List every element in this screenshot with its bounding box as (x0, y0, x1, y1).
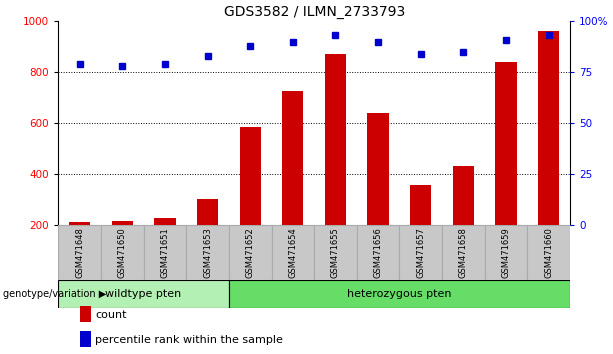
Text: GSM471654: GSM471654 (288, 227, 297, 278)
Bar (58, 225, 101, 280)
Text: GSM471650: GSM471650 (118, 227, 127, 278)
Text: heterozygous pten: heterozygous pten (347, 289, 452, 299)
Bar (272, 225, 314, 280)
Bar (229, 280, 570, 308)
Text: GSM471659: GSM471659 (501, 227, 511, 278)
Bar (325, 54, 346, 225)
Text: GSM471660: GSM471660 (544, 227, 554, 278)
Bar (112, 221, 133, 225)
Text: wildtype pten: wildtype pten (105, 289, 181, 299)
Bar (527, 225, 570, 280)
Bar (229, 225, 272, 280)
Title: GDS3582 / ILMN_2733793: GDS3582 / ILMN_2733793 (224, 5, 405, 19)
Bar (367, 113, 389, 225)
Text: GSM471653: GSM471653 (203, 227, 212, 278)
Bar (485, 225, 527, 280)
Bar (197, 199, 218, 225)
Bar (101, 225, 143, 280)
Bar (400, 225, 442, 280)
Text: GSM471658: GSM471658 (459, 227, 468, 278)
Bar (282, 91, 303, 225)
Bar (453, 166, 474, 225)
Bar (143, 225, 186, 280)
Text: GSM471651: GSM471651 (161, 227, 169, 278)
Text: GSM471652: GSM471652 (246, 227, 254, 278)
Bar (357, 225, 400, 280)
Bar (442, 225, 485, 280)
Text: GSM471655: GSM471655 (331, 227, 340, 278)
Text: GSM471648: GSM471648 (75, 227, 84, 278)
Text: GSM471656: GSM471656 (374, 227, 383, 278)
Text: genotype/variation ▶: genotype/variation ▶ (3, 289, 106, 299)
Bar (240, 127, 261, 225)
Bar (314, 225, 357, 280)
Bar (154, 218, 175, 225)
Text: count: count (95, 310, 126, 320)
Bar (186, 225, 229, 280)
Bar (58, 280, 229, 308)
Bar (69, 222, 90, 225)
Bar (495, 62, 517, 225)
Bar (410, 185, 432, 225)
Bar (538, 32, 560, 225)
Text: percentile rank within the sample: percentile rank within the sample (95, 335, 283, 345)
Text: GSM471657: GSM471657 (416, 227, 425, 278)
